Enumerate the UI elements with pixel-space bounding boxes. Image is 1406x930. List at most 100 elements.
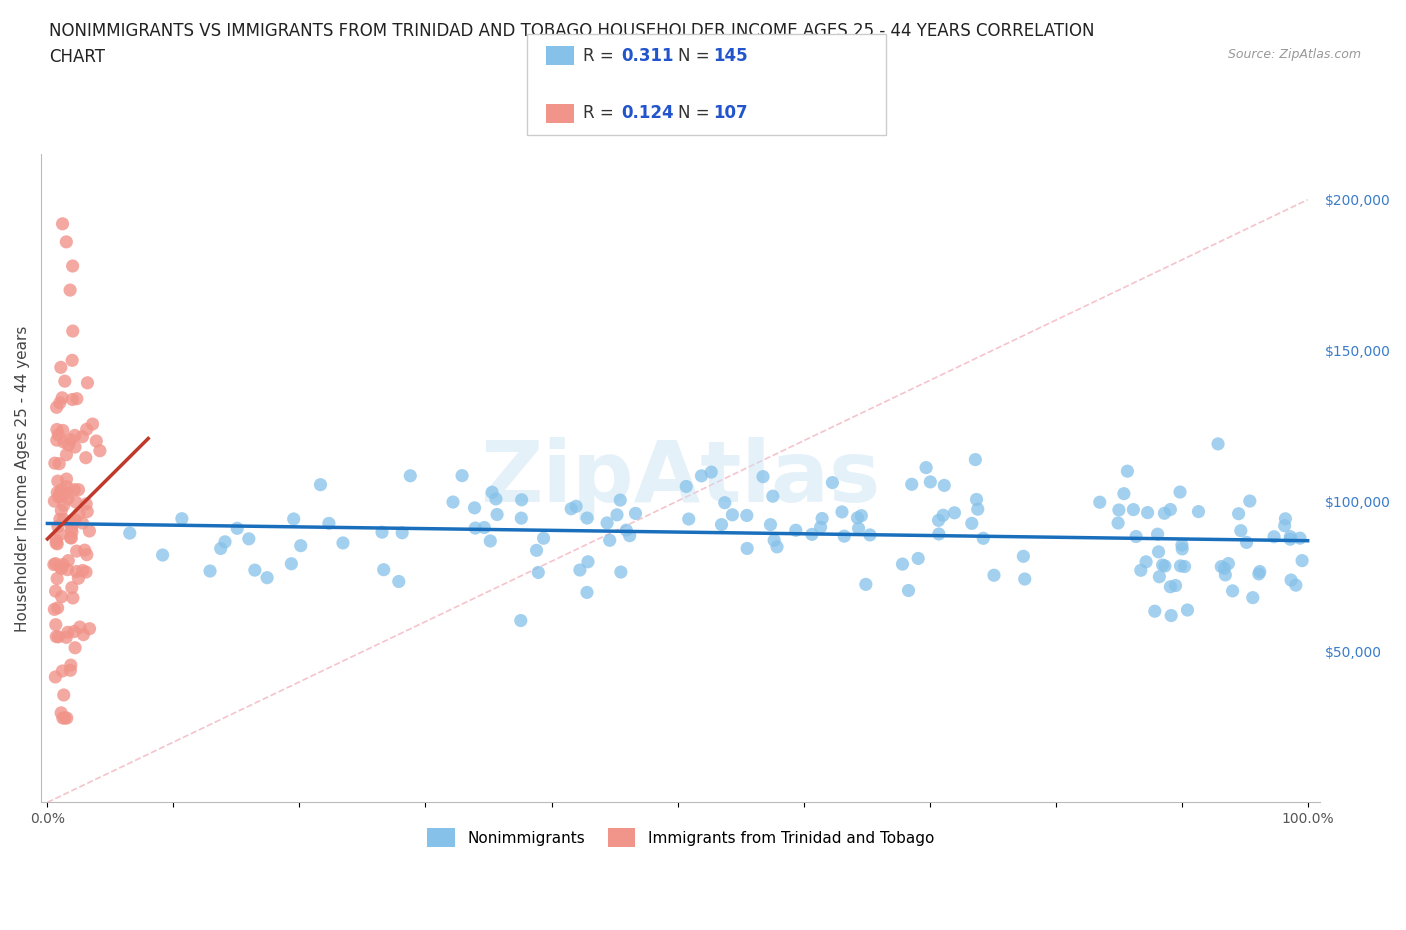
Text: 145: 145 — [713, 46, 748, 65]
Point — [1230, 524, 1253, 538]
Point — [49, 559, 72, 574]
Point — [1125, 529, 1147, 544]
Point — [59, 283, 82, 298]
Point — [934, 478, 956, 493]
Point — [464, 521, 486, 536]
Point — [62, 324, 84, 339]
Point — [56, 563, 79, 578]
Point — [51, 503, 73, 518]
Point — [479, 534, 502, 549]
Point — [44, 494, 66, 509]
Point — [48, 457, 70, 472]
Point — [82, 417, 104, 432]
Point — [1291, 553, 1313, 568]
Point — [821, 475, 844, 490]
Point — [1241, 591, 1264, 605]
Point — [1239, 494, 1261, 509]
Point — [56, 491, 79, 506]
Point — [55, 234, 77, 249]
Point — [56, 485, 79, 500]
Point — [290, 538, 312, 553]
Point — [283, 512, 305, 526]
Point — [568, 563, 591, 578]
Point — [56, 625, 79, 640]
Point — [75, 450, 97, 465]
Point — [214, 535, 236, 550]
Point — [63, 641, 86, 656]
Point — [1088, 495, 1111, 510]
Text: NONIMMIGRANTS VS IMMIGRANTS FROM TRINIDAD AND TOBAGO HOUSEHOLDER INCOME AGES 25 : NONIMMIGRANTS VS IMMIGRANTS FROM TRINIDA… — [49, 22, 1095, 40]
Point — [1274, 518, 1296, 533]
Point — [73, 543, 96, 558]
Point — [599, 533, 621, 548]
Point — [53, 711, 76, 725]
Point — [59, 432, 82, 447]
Point — [1213, 561, 1236, 576]
Point — [51, 664, 73, 679]
Point — [1215, 567, 1237, 582]
Point — [53, 374, 76, 389]
Point — [1279, 529, 1302, 544]
Point — [1012, 549, 1035, 564]
Point — [67, 571, 90, 586]
Point — [481, 485, 503, 499]
Point — [45, 422, 67, 437]
Point — [52, 711, 75, 725]
Point — [690, 469, 713, 484]
Legend: Nonimmigrants, Immigrants from Trinidad and Tobago: Nonimmigrants, Immigrants from Trinidad … — [422, 822, 941, 853]
Point — [735, 541, 758, 556]
Point — [51, 561, 73, 576]
Point — [1112, 486, 1135, 501]
Point — [766, 539, 789, 554]
Text: CHART: CHART — [49, 48, 105, 66]
Point — [1153, 506, 1175, 521]
Point — [332, 536, 354, 551]
Point — [907, 551, 929, 565]
Point — [51, 590, 73, 604]
Point — [928, 526, 950, 541]
Point — [52, 435, 75, 450]
Text: ZipAtlas: ZipAtlas — [481, 437, 882, 520]
Text: N =: N = — [678, 104, 714, 123]
Point — [710, 517, 733, 532]
Point — [1174, 559, 1197, 574]
Point — [45, 584, 67, 599]
Point — [58, 437, 80, 452]
Point — [1116, 464, 1139, 479]
Point — [399, 469, 422, 484]
Point — [1171, 538, 1194, 552]
Point — [943, 505, 966, 520]
Point — [735, 508, 758, 523]
Point — [1187, 504, 1209, 519]
Point — [1211, 559, 1233, 574]
Point — [485, 491, 508, 506]
Point — [46, 601, 69, 616]
Point — [928, 513, 950, 528]
Point — [243, 563, 266, 578]
Point — [1285, 578, 1308, 592]
Point — [800, 527, 823, 542]
Point — [1108, 502, 1130, 517]
Point — [62, 259, 84, 273]
Point — [509, 613, 531, 628]
Point — [55, 630, 77, 644]
Text: 0.124: 0.124 — [621, 104, 673, 123]
Point — [855, 577, 877, 591]
Point — [59, 515, 82, 530]
Point — [614, 523, 637, 538]
Point — [960, 516, 983, 531]
Point — [1143, 604, 1166, 618]
Point — [759, 517, 782, 532]
Point — [72, 627, 94, 642]
Point — [1236, 535, 1258, 550]
Point — [72, 430, 94, 445]
Point — [45, 533, 67, 548]
Point — [848, 521, 870, 536]
Point — [45, 556, 67, 571]
Point — [59, 663, 82, 678]
Point — [526, 543, 548, 558]
Point — [1274, 512, 1296, 526]
Point — [55, 479, 77, 494]
Point — [52, 512, 75, 526]
Point — [55, 472, 77, 486]
